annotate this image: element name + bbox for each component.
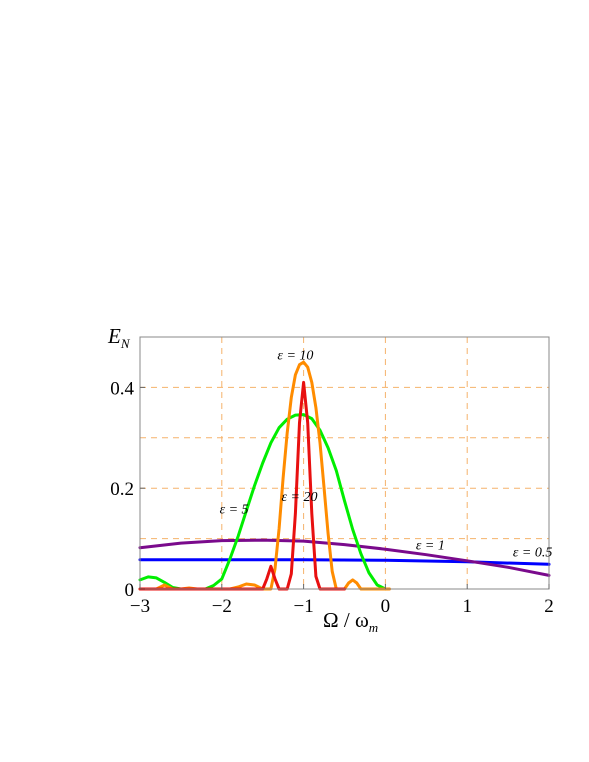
y-axis-label: EN: [107, 324, 131, 351]
y-tick-label: 0: [125, 580, 135, 601]
annotations: ε = 10 ε = 5 ε = 20 ε = 1 ε = 0.5: [220, 349, 553, 561]
series-annotation: ε = 0.5: [513, 546, 552, 561]
x-tick-label: 1: [462, 596, 472, 617]
series-annotation: ε = 20: [282, 490, 318, 505]
x-tick-label: −3: [130, 596, 150, 617]
x-tick-label: −2: [212, 596, 232, 617]
x-tick-label: 0: [381, 596, 391, 617]
series-annotation: ε = 10: [277, 349, 313, 364]
x-tick-label: −1: [293, 596, 313, 617]
x-tick-label: 2: [544, 596, 554, 617]
series-line-1: [138, 538, 551, 577]
series-annotation: ε = 1: [416, 539, 445, 554]
series-annotation: ε = 5: [220, 502, 249, 517]
series-line-4: [138, 380, 346, 591]
y-tick-label: 0.2: [110, 479, 134, 500]
plot-frame: [139, 336, 550, 590]
series-line-2: [138, 413, 387, 591]
axes: −3 −2 −1 0 1 2 0 0.2 0.4: [110, 378, 554, 617]
series-line-3: [138, 360, 391, 591]
x-axis-label: Ω / ωm: [323, 608, 378, 635]
y-tick-label: 0.4: [110, 378, 134, 399]
grid-lines: [140, 337, 549, 589]
series-lines: [138, 360, 551, 591]
